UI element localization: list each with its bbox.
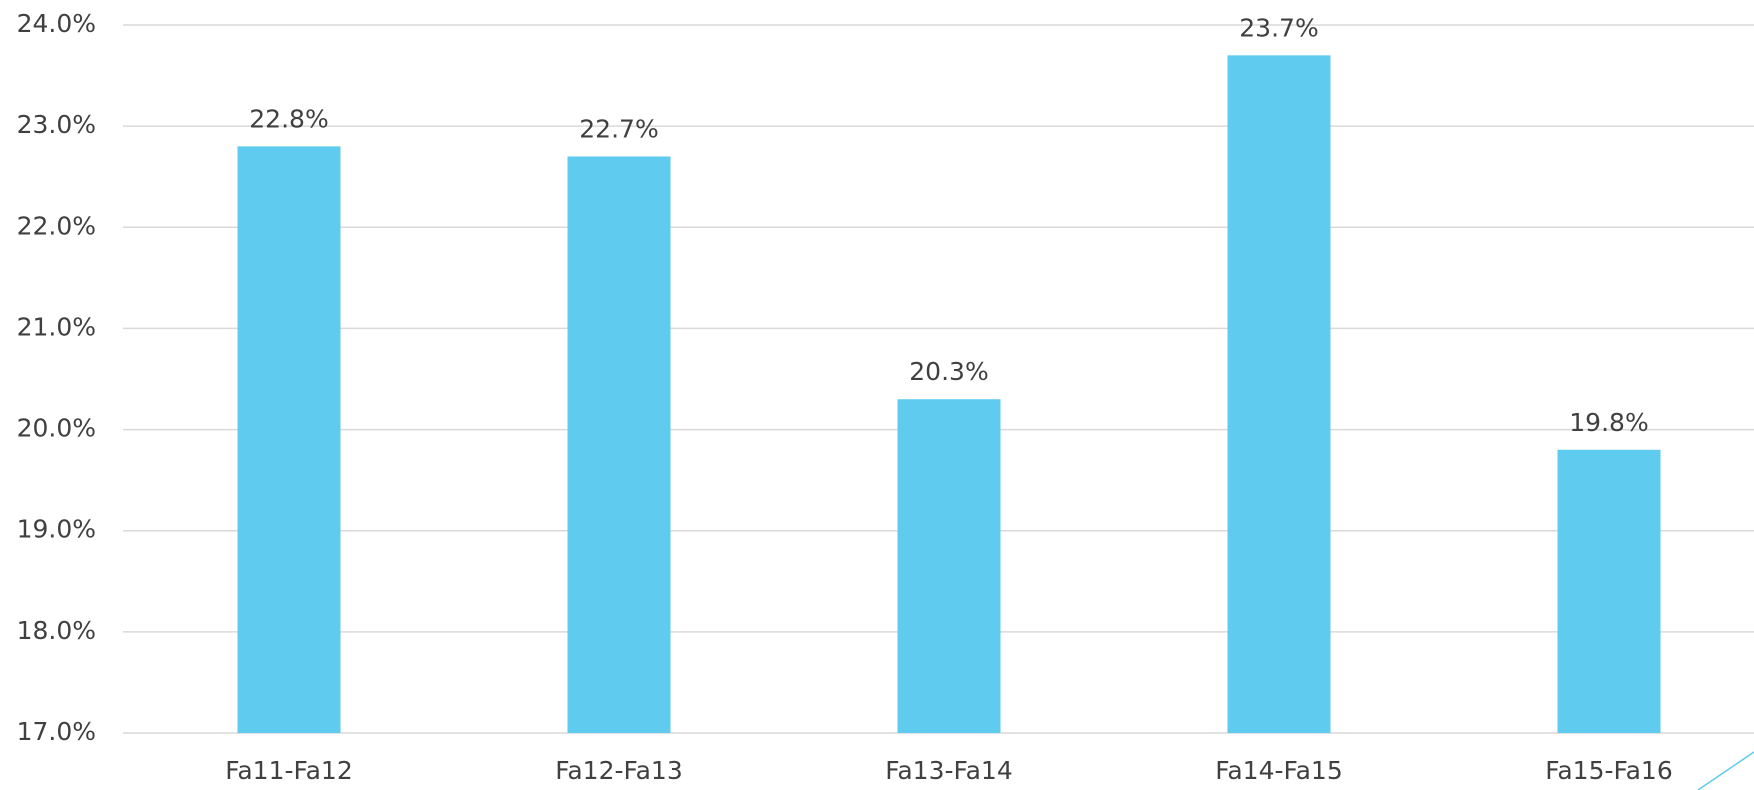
data-label: 19.8% [1569, 408, 1648, 437]
decoration-line [1697, 751, 1754, 790]
y-tick-label: 22.0% [17, 211, 96, 240]
y-tick-label: 19.0% [17, 515, 96, 544]
bar [567, 156, 671, 733]
y-tick-label: 17.0% [17, 717, 96, 746]
bar [897, 399, 1001, 733]
bar [237, 146, 341, 733]
data-label: 22.8% [249, 104, 328, 133]
x-tick-label: Fa13-Fa14 [885, 756, 1012, 785]
bar [1557, 449, 1661, 733]
data-label: 23.7% [1239, 13, 1318, 42]
bar [1227, 55, 1331, 734]
data-label: 20.3% [909, 357, 988, 386]
y-tick-label: 24.0% [17, 9, 96, 38]
x-tick-label: Fa14-Fa15 [1215, 756, 1342, 785]
y-tick-label: 21.0% [17, 312, 96, 341]
y-tick-label: 18.0% [17, 616, 96, 645]
x-tick-label: Fa15-Fa16 [1545, 756, 1672, 785]
data-label: 22.7% [579, 114, 658, 143]
x-tick-label: Fa12-Fa13 [555, 756, 682, 785]
x-tick-label: Fa11-Fa12 [225, 756, 352, 785]
y-tick-label: 20.0% [17, 414, 96, 443]
y-tick-label: 23.0% [17, 110, 96, 139]
